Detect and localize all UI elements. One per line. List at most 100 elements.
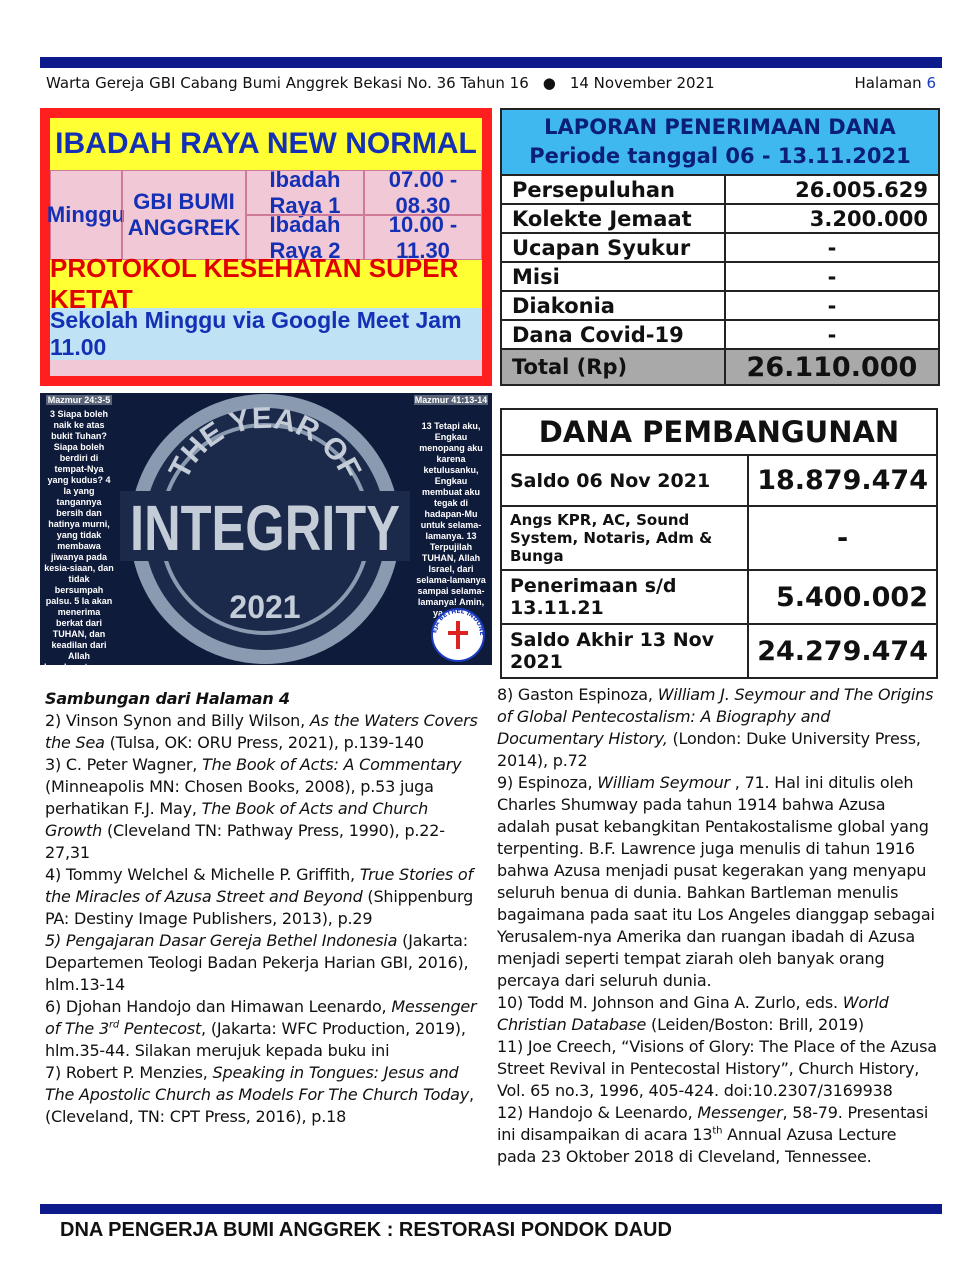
footnote: 12) Handojo & Leenardo, Messenger, 58-79… bbox=[497, 1102, 937, 1168]
footnote-text: World Christian Database bbox=[497, 993, 889, 1034]
report-total-value: 26.110.000 bbox=[723, 348, 941, 386]
building-row: Penerimaan s/d 13.11.21 5.400.002 bbox=[499, 569, 938, 625]
report-table: LAPORAN PENERIMAAN DANA Periode tanggal 0… bbox=[500, 108, 941, 386]
footnote-text: The Book of Acts and Church Growth bbox=[45, 799, 429, 840]
report-label: Kolekte Jemaat bbox=[500, 203, 726, 234]
bottom-bar bbox=[40, 1204, 942, 1214]
building-value: 5.400.002 bbox=[747, 569, 938, 625]
footnote-text: 2) Vinson Synon and Billy Wilson, bbox=[45, 711, 310, 730]
report-total-label: Total (Rp) bbox=[500, 348, 726, 386]
building-label: Saldo 06 Nov 2021 bbox=[499, 454, 750, 507]
header-date: 14 November 2021 bbox=[569, 74, 715, 92]
header-separator: ● bbox=[542, 74, 556, 92]
report-row: Diakonia - bbox=[500, 290, 941, 321]
page-label: Halaman 6 bbox=[855, 74, 936, 92]
service-name: Ibadah Raya 1 bbox=[246, 167, 364, 218]
report-label: Diakonia bbox=[500, 290, 726, 321]
stamp: THE YEAR OF INTEGRITY 2021 bbox=[120, 394, 410, 664]
footnote-text: , (Jakarta: WFC Production, 2019), hlm.3… bbox=[45, 1019, 466, 1060]
footnote: 8) Gaston Espinoza, William J. Seymour a… bbox=[497, 684, 937, 772]
footnote-text: 8) Gaston Espinoza, bbox=[497, 685, 658, 704]
footnote-text: 12) Handojo & Leenardo, bbox=[497, 1103, 698, 1122]
location: GBI BUMI ANGGREK bbox=[122, 170, 246, 260]
building-value: 24.279.474 bbox=[747, 623, 938, 679]
footnote-text: , 58-79. Presentasi ini disampaikan di a… bbox=[497, 1103, 929, 1144]
footnote-text: , 71. Hal ini ditulis oleh Charles Shumw… bbox=[497, 773, 935, 990]
footnote-text: 9) Espinoza, bbox=[497, 773, 598, 792]
integrity-image: Mazmur 24:3-5 3 Siapa boleh naik ke atas… bbox=[40, 393, 492, 672]
footnote-text: 3) C. Peter Wagner, bbox=[45, 755, 203, 774]
building-title: DANA PEMBANGUNAN bbox=[500, 408, 938, 456]
page-number: 6 bbox=[926, 74, 936, 92]
report-value: 3.200.000 bbox=[723, 203, 941, 234]
building-row: Angs KPR, AC, Sound System, Notaris, Adm… bbox=[499, 505, 938, 571]
page-label-text: Halaman bbox=[854, 74, 922, 92]
footnote: 3) C. Peter Wagner, The Book of Acts: A … bbox=[45, 754, 481, 864]
footnote-text: 5) Pengajaran Dasar Gereja Bethel Indone… bbox=[45, 931, 398, 950]
service-time: 10.00 - 11.30 bbox=[364, 212, 482, 263]
year: 2021 bbox=[229, 589, 300, 625]
footnote-text: rd bbox=[108, 1019, 119, 1031]
footnote-text: As the Waters Covers the Sea bbox=[45, 711, 478, 752]
report-row: Kolekte Jemaat 3.200.000 bbox=[500, 203, 941, 234]
building-table: DANA PEMBANGUNAN Saldo 06 Nov 2021 18.879… bbox=[499, 408, 938, 679]
footnote-text: True Stories of the Miracles of Azusa St… bbox=[45, 865, 473, 906]
footnote: 4) Tommy Welchel & Michelle P. Griffith,… bbox=[45, 864, 481, 930]
report-title: LAPORAN PENERIMAAN DANA bbox=[544, 115, 896, 139]
report-value: - bbox=[723, 261, 941, 292]
report-period: Periode tanggal 06 - 13.11.2021 bbox=[529, 144, 911, 168]
footnote: 11) Joe Creech, “Visions of Glory: The P… bbox=[497, 1036, 937, 1102]
right-ref: Mazmur 41:13-14 bbox=[414, 395, 488, 405]
footnote: 9) Espinoza, William Seymour , 71. Hal i… bbox=[497, 772, 937, 992]
footnote-text: th bbox=[712, 1125, 723, 1137]
building-label: Angs KPR, AC, Sound System, Notaris, Adm… bbox=[499, 505, 750, 571]
right-verse: 13 Tetapi aku, Engkau menopang aku karen… bbox=[416, 421, 486, 618]
report-row: Dana Covid-19- bbox=[500, 319, 941, 350]
schedule-inner: IBADAH RAYA NEW NORMAL Minggu Ibadah Ray… bbox=[47, 118, 482, 376]
building-value: - bbox=[747, 505, 938, 571]
footnote-text: (London: Duke University Press, 2014), p… bbox=[497, 729, 921, 770]
report-label: Ucapan Syukur bbox=[500, 232, 726, 263]
footnote: 2) Vinson Synon and Billy Wilson, As the… bbox=[45, 710, 481, 754]
protocol: PROTOKOL KESEHATAN SUPER KETAT bbox=[50, 253, 482, 314]
building-label: Penerimaan s/d 13.11.21 bbox=[499, 569, 750, 625]
report-label: Dana Covid-19 bbox=[500, 319, 726, 350]
header-left: Warta Gereja GBI Cabang Bumi Anggrek Bek… bbox=[46, 74, 529, 92]
notes-heading: Sambungan dari Halaman 4 bbox=[45, 689, 290, 708]
footnote-text: 7) Robert P. Menzies, bbox=[45, 1063, 213, 1082]
schedule-grid: Minggu Ibadah Raya 1 07.00 - 08.30 GBI B… bbox=[47, 167, 482, 263]
footnote-text: Pentecost bbox=[119, 1019, 202, 1038]
building-row: Saldo 06 Nov 2021 18.879.474 bbox=[499, 454, 938, 507]
word: INTEGRITY bbox=[130, 492, 400, 564]
report-head: LAPORAN PENERIMAAN DANA Periode tanggal 0… bbox=[500, 108, 940, 176]
building-head: DANA PEMBANGUNAN bbox=[500, 408, 938, 456]
footnote-text: 6) Djohan Handojo dan Himawan Leenardo, bbox=[45, 997, 392, 1016]
footnote-text: William Seymour bbox=[597, 773, 730, 792]
building-row: Saldo Akhir 13 Nov 2021 24.279.474 bbox=[499, 623, 938, 679]
report-value: 26.005.629 bbox=[723, 174, 941, 205]
day: Minggu bbox=[47, 170, 125, 260]
footnote: 7) Robert P. Menzies, Speaking in Tongue… bbox=[45, 1062, 481, 1128]
building-label: Saldo Akhir 13 Nov 2021 bbox=[499, 623, 750, 679]
report-row: Ucapan Syukur - bbox=[500, 232, 941, 263]
report-value: - bbox=[723, 290, 941, 321]
footnote: 6) Djohan Handojo dan Himawan Leenardo, … bbox=[45, 996, 481, 1062]
schedule-title: IBADAH RAYA NEW NORMAL bbox=[50, 118, 482, 170]
footnote-text: Speaking in Tongues: Jesus and The Apost… bbox=[45, 1063, 470, 1104]
footnote: 5) Pengajaran Dasar Gereja Bethel Indone… bbox=[45, 930, 481, 996]
report-total-row: Total (Rp) 26.110.000 bbox=[500, 348, 941, 386]
footnote-text: 11) Joe Creech, “Visions of Glory: The P… bbox=[497, 1037, 937, 1100]
report-label: Misi bbox=[500, 261, 726, 292]
report-header: LAPORAN PENERIMAAN DANA Periode tanggal 0… bbox=[500, 108, 940, 176]
footnote-text: William J. Seymour and The Origins of Gl… bbox=[497, 685, 934, 748]
service-time: 07.00 - 08.30 bbox=[364, 167, 482, 218]
building-value: 18.879.474 bbox=[747, 454, 938, 507]
notes-left: Sambungan dari Halaman 4 2) Vinson Synon… bbox=[45, 688, 481, 1128]
footnote-text: (Cleveland TN: Pathway Press, 1990), p.2… bbox=[45, 821, 445, 862]
footnote: 10) Todd M. Johnson and Gina A. Zurlo, e… bbox=[497, 992, 937, 1036]
report-label: Persepuluhan bbox=[500, 174, 726, 205]
footnote-text: (Jakarta: Departemen Teologi Badan Peker… bbox=[45, 931, 469, 994]
schedule-box: IBADAH RAYA NEW NORMAL Minggu Ibadah Ray… bbox=[40, 108, 492, 386]
footnote-text: Messenger of The 3 bbox=[45, 997, 477, 1038]
